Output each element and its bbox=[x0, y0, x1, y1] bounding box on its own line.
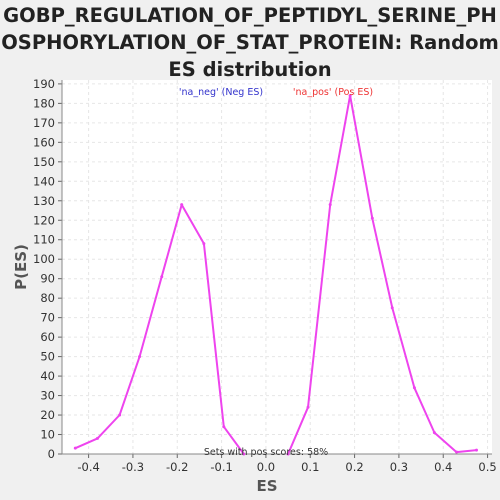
y-tick-label: 160 bbox=[33, 135, 55, 149]
x-tick-label: 0.0 bbox=[257, 460, 275, 474]
data-point bbox=[474, 448, 478, 452]
x-tick-label: -0.3 bbox=[122, 460, 144, 474]
x-tick-label: -0.4 bbox=[77, 460, 99, 474]
data-point bbox=[73, 446, 77, 450]
data-point bbox=[455, 450, 459, 454]
data-point bbox=[432, 431, 436, 435]
plot-area bbox=[62, 80, 492, 454]
data-point bbox=[412, 386, 416, 390]
axes: 0 10 20 30 40 50 60 70 80 90 100 110 120 130 140 150 160… bbox=[33, 77, 497, 474]
legend-neg-label: 'na_neg' (Neg ES) bbox=[179, 87, 263, 98]
y-tick-label: 60 bbox=[40, 330, 55, 344]
data-point bbox=[222, 425, 226, 429]
data-point bbox=[242, 452, 246, 456]
y-tick-label: 190 bbox=[33, 77, 55, 91]
x-tick-label: 0.5 bbox=[478, 460, 496, 474]
y-tick-label: 40 bbox=[40, 369, 55, 383]
y-tick-label: 150 bbox=[33, 155, 55, 169]
y-tick-label: 80 bbox=[40, 291, 55, 305]
x-tick-label: -0.2 bbox=[166, 460, 188, 474]
y-tick-label: 0 bbox=[48, 447, 55, 461]
y-tick-label: 50 bbox=[40, 350, 55, 364]
x-tick-label: -0.1 bbox=[210, 460, 232, 474]
chart-title-line-2: OSPHORYLATION_OF_STAT_PROTEIN: Random bbox=[1, 31, 499, 54]
data-point bbox=[118, 413, 122, 417]
y-tick-label: 90 bbox=[40, 272, 55, 286]
legend-pos-label: 'na_pos' (Pos ES) bbox=[293, 87, 373, 98]
y-tick-label: 120 bbox=[33, 213, 55, 227]
y-tick-label: 140 bbox=[33, 174, 55, 188]
y-tick-label: 20 bbox=[40, 408, 55, 422]
y-tick-label: 130 bbox=[33, 194, 55, 208]
data-point bbox=[138, 355, 142, 359]
series-group bbox=[73, 94, 478, 456]
data-point bbox=[348, 94, 352, 98]
x-tick-label: 0.2 bbox=[345, 460, 363, 474]
y-tick-label: 70 bbox=[40, 311, 55, 325]
pos-scores-annotation: Sets with pos scores: 58% bbox=[204, 447, 328, 458]
data-point bbox=[160, 275, 164, 279]
data-point bbox=[328, 203, 332, 207]
y-tick-label: 170 bbox=[33, 116, 55, 130]
x-tick-label: 0.1 bbox=[301, 460, 319, 474]
x-tick-label: 0.3 bbox=[390, 460, 408, 474]
data-point bbox=[286, 452, 290, 456]
x-axis-label: ES bbox=[256, 477, 277, 495]
y-tick-label: 10 bbox=[40, 428, 55, 442]
x-tick-label: 0.4 bbox=[434, 460, 452, 474]
data-point bbox=[95, 436, 99, 440]
data-point bbox=[202, 242, 206, 246]
chart-title-line-3: ES distribution bbox=[168, 58, 332, 81]
data-point bbox=[306, 405, 310, 409]
grid-lines bbox=[62, 80, 492, 455]
y-tick-label: 30 bbox=[40, 389, 55, 403]
chart-title: GOBP_REGULATION_OF_PEPTIDYL_SERINE_PH OS… bbox=[0, 2, 500, 83]
series-line-pos bbox=[287, 94, 477, 455]
y-tick-label: 110 bbox=[33, 233, 55, 247]
y-tick-label: 180 bbox=[33, 96, 55, 110]
data-point bbox=[180, 203, 184, 207]
y-tick-label: 100 bbox=[33, 252, 55, 266]
data-point bbox=[370, 216, 374, 220]
chart-title-line-1: GOBP_REGULATION_OF_PEPTIDYL_SERINE_PH bbox=[3, 4, 497, 27]
data-point bbox=[390, 306, 394, 310]
y-axis-label: P(ES) bbox=[12, 244, 30, 290]
